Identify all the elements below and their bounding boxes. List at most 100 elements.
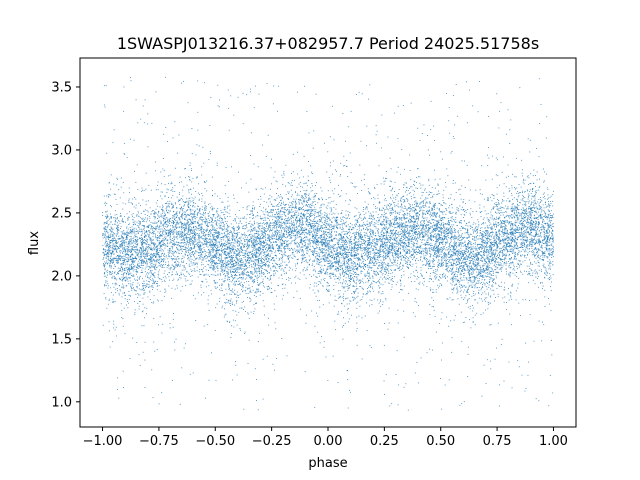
data-point — [352, 247, 354, 249]
data-point — [351, 314, 352, 316]
data-point — [479, 271, 480, 273]
data-point — [339, 266, 341, 268]
data-point — [509, 190, 511, 192]
data-point — [206, 225, 208, 226]
data-point — [378, 236, 380, 238]
data-point — [317, 202, 319, 204]
data-point — [134, 265, 136, 267]
data-point — [157, 244, 159, 246]
data-point — [458, 221, 460, 223]
data-point — [368, 236, 370, 238]
data-point — [188, 227, 190, 229]
data-point — [244, 333, 246, 334]
data-point — [294, 242, 296, 244]
data-point — [464, 236, 465, 238]
data-point — [458, 271, 460, 273]
data-point — [515, 176, 517, 178]
data-point — [284, 251, 286, 253]
data-point — [452, 279, 454, 281]
data-point — [412, 204, 413, 206]
data-point — [244, 273, 246, 275]
data-point — [317, 315, 319, 317]
data-point — [388, 247, 390, 249]
data-point — [348, 256, 349, 257]
data-point — [446, 247, 448, 248]
data-point — [219, 238, 221, 240]
data-point — [124, 251, 126, 253]
data-point — [473, 281, 475, 283]
data-point — [291, 206, 293, 208]
data-point — [467, 248, 469, 250]
data-point — [224, 185, 226, 187]
data-point — [400, 218, 402, 220]
data-point — [541, 259, 543, 261]
data-point — [253, 260, 254, 262]
data-point — [166, 206, 168, 208]
data-point — [547, 257, 549, 259]
data-point — [498, 210, 500, 212]
data-point — [281, 230, 283, 232]
data-point — [445, 231, 447, 233]
data-point — [453, 236, 455, 238]
data-point — [481, 240, 483, 242]
data-point — [305, 270, 307, 271]
data-point — [469, 279, 471, 281]
data-point — [457, 251, 459, 253]
data-point — [276, 219, 278, 221]
data-point — [321, 234, 323, 235]
data-point — [283, 246, 285, 248]
data-point — [433, 205, 435, 207]
data-point — [466, 279, 468, 281]
data-point — [512, 235, 514, 236]
data-point — [121, 296, 123, 298]
data-point — [476, 232, 478, 234]
data-point — [112, 341, 114, 343]
data-point — [519, 265, 521, 267]
data-point — [143, 290, 145, 292]
data-point — [293, 198, 295, 200]
data-point — [396, 224, 398, 226]
data-point — [282, 288, 284, 290]
data-point — [476, 259, 477, 260]
data-point — [367, 245, 369, 247]
data-point — [293, 223, 295, 225]
data-point — [542, 219, 544, 221]
data-point — [300, 222, 302, 223]
data-point — [354, 224, 356, 226]
data-point — [147, 226, 149, 228]
data-point — [302, 198, 304, 199]
data-point — [308, 224, 310, 226]
data-point — [230, 232, 232, 233]
data-point — [249, 276, 250, 278]
data-point — [524, 197, 526, 199]
data-point — [452, 182, 454, 184]
data-point — [219, 218, 221, 220]
data-point — [544, 255, 546, 257]
data-point — [290, 234, 292, 236]
data-point — [520, 239, 522, 241]
data-point — [254, 243, 256, 245]
data-point — [543, 255, 545, 257]
data-point — [395, 220, 397, 222]
data-point — [549, 374, 551, 376]
data-point — [183, 347, 185, 349]
data-point — [450, 197, 451, 199]
data-point — [217, 273, 219, 275]
data-point — [155, 208, 157, 210]
data-point — [236, 272, 238, 273]
data-point — [300, 185, 302, 187]
data-point — [224, 262, 226, 264]
data-point — [511, 234, 513, 236]
data-point — [393, 242, 395, 244]
data-point — [172, 190, 174, 192]
data-point — [535, 220, 536, 222]
data-point — [185, 276, 187, 277]
data-point — [265, 248, 267, 250]
data-point — [521, 236, 523, 238]
data-point — [412, 210, 414, 212]
data-point — [449, 220, 451, 221]
data-point — [138, 301, 140, 302]
data-point — [356, 221, 358, 223]
data-point — [448, 207, 450, 209]
data-point — [527, 228, 528, 230]
